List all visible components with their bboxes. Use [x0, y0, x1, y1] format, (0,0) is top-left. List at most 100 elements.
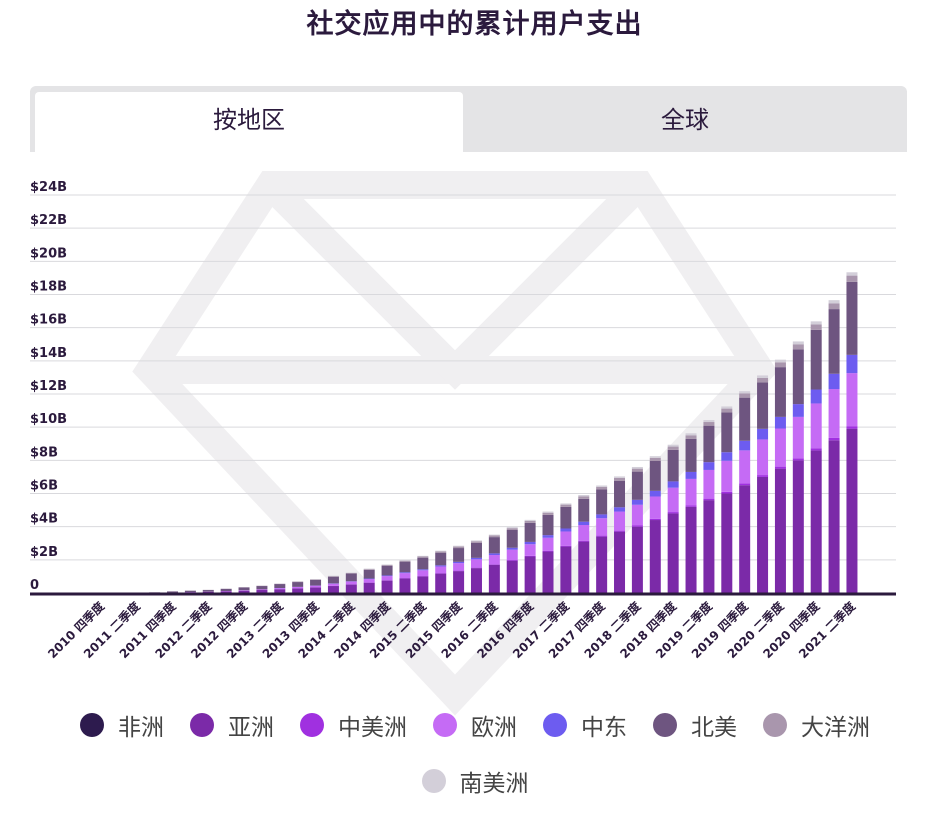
bar-segment [542, 511, 554, 513]
y-tick-label: 0 [30, 578, 39, 593]
y-tick-label: $2B [30, 545, 58, 560]
bar-segment [739, 393, 751, 398]
bar-segment [614, 530, 626, 532]
bar-segment [578, 498, 590, 522]
bar-segment [202, 590, 214, 592]
bar-stack [828, 300, 840, 593]
bar-segment [631, 526, 643, 593]
bar-segment [274, 584, 286, 589]
legend-item[interactable]: 中美洲 [300, 712, 407, 741]
bar-segment [256, 590, 268, 593]
legend-swatch [300, 713, 324, 737]
bar-segment [774, 468, 786, 593]
bar-stack [417, 555, 429, 593]
legend-item[interactable]: 亚洲 [190, 712, 274, 741]
bar-stack [381, 564, 393, 593]
bar-segment [274, 589, 286, 593]
bar-segment [488, 534, 500, 536]
bar-segment [631, 468, 643, 472]
bar-segment [488, 564, 500, 593]
y-tick-label: $10B [30, 412, 67, 427]
bar-segment [757, 375, 769, 378]
bar-segment [685, 433, 697, 436]
bar-segment [560, 503, 572, 505]
bar-segment [453, 563, 465, 571]
bar-segment [381, 576, 393, 581]
bar-segment [649, 460, 661, 491]
bar-stack [667, 444, 679, 593]
y-tick-label: $14B [30, 346, 67, 361]
bar-segment [631, 471, 643, 500]
bar-segment [614, 476, 626, 478]
bar-segment [542, 537, 554, 551]
legend-item[interactable]: 中东 [543, 712, 627, 741]
bar-segment [774, 428, 786, 467]
bar-stack [274, 583, 286, 593]
bar-segment [542, 551, 554, 593]
bar-segment [846, 428, 858, 593]
bar-segment [524, 522, 536, 542]
bar-segment [327, 586, 339, 593]
bar-segment [721, 412, 733, 453]
bar-segment [685, 438, 697, 472]
bar-segment [631, 466, 643, 469]
bar-segment [703, 462, 715, 470]
legend-item[interactable]: 北美 [653, 712, 737, 741]
bar-segment [524, 555, 536, 557]
bar-segment [327, 576, 339, 577]
legend-swatch [763, 713, 787, 737]
bar-segment [649, 496, 661, 519]
bar-stack [685, 433, 697, 593]
bar-segment [667, 446, 679, 450]
bar-segment [453, 548, 465, 562]
legend-label: 中东 [581, 715, 627, 741]
bar-segment [435, 566, 447, 574]
bar-stack [292, 581, 304, 593]
bar-segment [345, 573, 357, 582]
bar-segment [381, 564, 393, 566]
bar-segment [524, 556, 536, 593]
bars [149, 272, 858, 593]
bar-stack [220, 588, 232, 593]
bar-segment [774, 362, 786, 368]
bar-segment [667, 481, 679, 488]
legend-item[interactable]: 非洲 [80, 712, 164, 741]
bar-segment [703, 422, 715, 426]
bar-segment [792, 458, 804, 461]
bar-segment [506, 549, 518, 560]
legend-item[interactable]: 大洋洲 [763, 712, 870, 741]
y-tick-label: $12B [30, 379, 67, 394]
y-tick-label: $4B [30, 512, 58, 527]
bar-stack [256, 585, 268, 593]
bar-segment [578, 494, 590, 497]
tab-global[interactable]: 全球 [661, 106, 709, 134]
legend-item[interactable]: 欧洲 [433, 712, 517, 741]
legend-item[interactable]: 南美洲 [421, 768, 529, 797]
bar-segment [417, 570, 429, 577]
bar-segment [757, 476, 769, 593]
bar-segment [792, 344, 804, 350]
bar-segment [846, 426, 858, 429]
legend-swatch [80, 713, 104, 737]
bar-segment [739, 397, 751, 441]
bar-segment [739, 485, 751, 593]
tab-by-region[interactable]: 按地区 [35, 92, 463, 152]
bar-segment [560, 545, 572, 547]
bar-segment [238, 587, 250, 591]
bar-stack [238, 587, 250, 593]
bar-stack [310, 579, 322, 593]
bar-segment [560, 506, 572, 529]
bar-segment [810, 448, 822, 451]
bar-segment [596, 514, 608, 519]
bar-segment [470, 568, 482, 593]
bar-segment [596, 486, 608, 490]
bar-segment [739, 450, 751, 484]
bar-segment [667, 487, 679, 513]
bar-segment [757, 377, 769, 383]
bar-segment [739, 391, 751, 394]
bar-segment [721, 452, 733, 461]
legend-swatch [421, 769, 446, 793]
bar-segment [327, 583, 339, 586]
bar-segment [667, 444, 679, 447]
bar-segment [739, 440, 751, 451]
